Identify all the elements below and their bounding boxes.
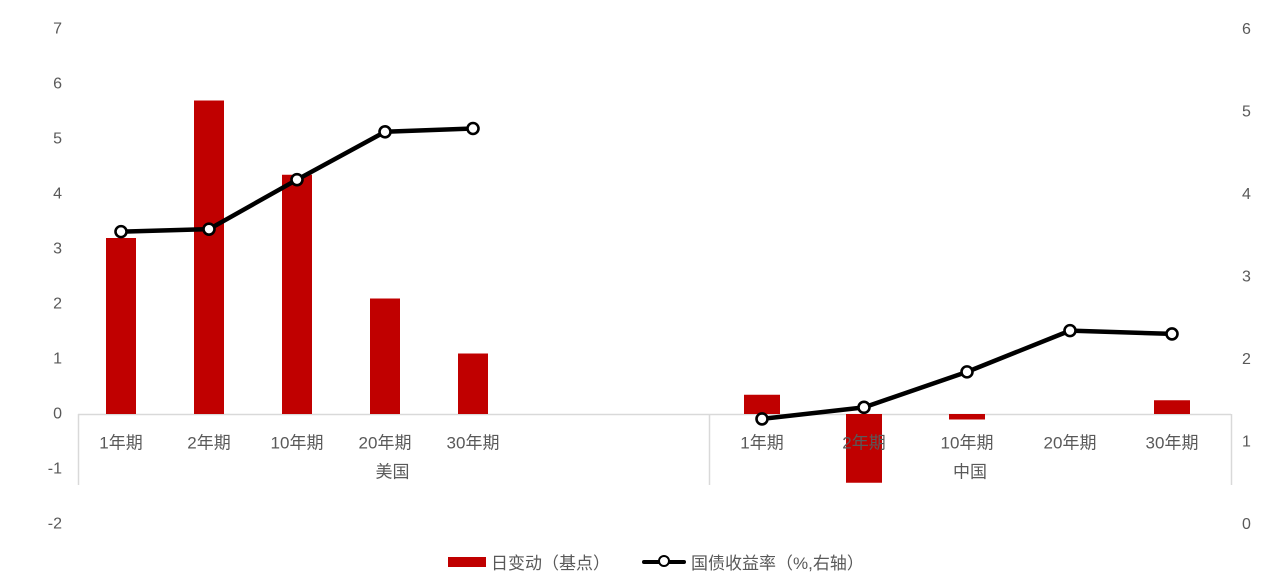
- right-axis-ticks: 6 5 4 3 2 1 0: [1242, 21, 1251, 533]
- bar-series-swatch: [448, 556, 486, 567]
- axis-frame: [77, 413, 1233, 485]
- bar-美国-20年期: [370, 298, 400, 414]
- yield-marker-中国-1年期: [755, 412, 769, 426]
- right-tick-3: 3: [1242, 269, 1251, 286]
- category-label-美国-20年期: 20年期: [359, 434, 412, 453]
- left-tick-5: 5: [53, 131, 62, 148]
- bar-美国-2年期: [194, 100, 224, 414]
- left-tick-2: 2: [53, 296, 62, 313]
- left-tick-3: 3: [53, 241, 62, 258]
- category-label-中国-20年期: 20年期: [1044, 434, 1097, 453]
- yield-marker-中国-2年期: [857, 400, 871, 415]
- bar-中国-30年期: [1154, 400, 1190, 414]
- yield-marker-美国-20年期: [378, 125, 392, 139]
- left-tick-0: 0: [53, 406, 62, 423]
- left-tick-6: 6: [53, 76, 62, 93]
- category-label-中国-10年期: 10年期: [941, 434, 994, 453]
- bar-series: [106, 100, 1190, 483]
- yield-marker-中国-20年期: [1063, 323, 1077, 338]
- line-series-swatch: [642, 555, 686, 568]
- category-label-美国-10年期: 10年期: [271, 434, 324, 453]
- right-tick-6: 6: [1242, 21, 1251, 38]
- category-label-中国-30年期: 30年期: [1146, 434, 1199, 453]
- group-label-中国: 中国: [953, 463, 987, 482]
- category-label-中国-1年期: 1年期: [740, 434, 783, 453]
- left-tick-4: 4: [53, 186, 62, 203]
- line-swatch-marker-icon: [658, 555, 670, 567]
- category-label-美国-30年期: 30年期: [447, 434, 500, 453]
- legend-item-bar-series: 日变动（基点）: [448, 549, 610, 573]
- right-tick-2: 2: [1242, 351, 1251, 368]
- bar-美国-10年期: [282, 174, 312, 414]
- right-tick-0: 0: [1242, 516, 1251, 533]
- right-tick-5: 5: [1242, 104, 1251, 121]
- bar-中国-2年期: [846, 414, 882, 483]
- bar-美国-30年期: [458, 353, 488, 414]
- yield-marker-中国-30年期: [1165, 327, 1179, 341]
- yield-marker-美国-1年期: [114, 224, 128, 239]
- category-label-美国-2年期: 2年期: [187, 434, 230, 453]
- left-tick--2: -2: [48, 516, 62, 533]
- group-label-美国: 美国: [376, 463, 410, 482]
- line-series: [114, 121, 1179, 426]
- category-label-美国-1年期: 1年期: [99, 434, 142, 453]
- bar-中国-1年期: [744, 394, 780, 414]
- right-tick-1: 1: [1242, 434, 1251, 451]
- bar-美国-1年期: [106, 238, 136, 414]
- bar-中国-10年期: [949, 414, 985, 420]
- category-label-中国-2年期: 2年期: [842, 434, 885, 453]
- left-tick--1: -1: [48, 461, 62, 478]
- left-axis-ticks: 7 6 5 4 3 2 1 0 -1 -2: [48, 21, 62, 533]
- chart-legend: 日变动（基点） 国债收益率（%,右轴）: [448, 549, 864, 573]
- legend-label-bar-series: 日变动（基点）: [491, 554, 610, 573]
- yield-marker-中国-10年期: [960, 365, 974, 379]
- right-tick-4: 4: [1242, 186, 1251, 203]
- legend-label-line-series: 国债收益率（%,右轴）: [691, 554, 864, 573]
- yield-marker-美国-30年期: [466, 121, 480, 136]
- left-tick-7: 7: [53, 21, 62, 38]
- yield-marker-美国-2年期: [202, 222, 216, 236]
- yield-marker-美国-10年期: [290, 172, 304, 187]
- left-tick-1: 1: [53, 351, 62, 368]
- legend-item-line-series: 国债收益率（%,右轴）: [642, 549, 864, 573]
